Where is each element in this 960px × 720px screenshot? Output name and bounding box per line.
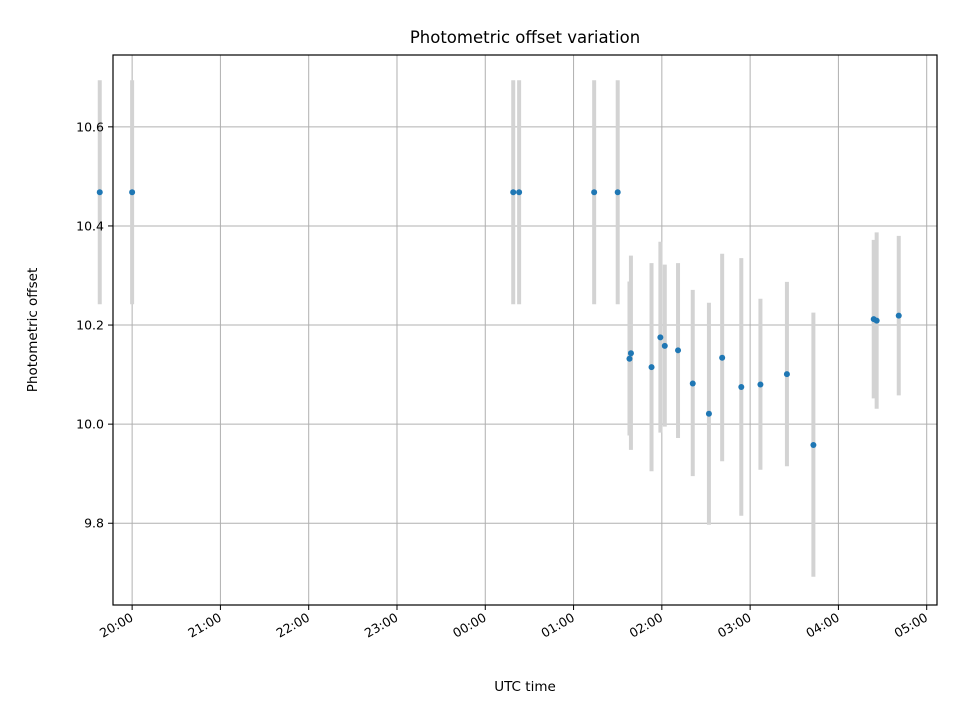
data-point — [96, 189, 103, 196]
data-point — [516, 189, 523, 196]
data-point — [705, 410, 712, 417]
y-axis-ticks: 9.8 10.0 10.2 10.4 10.6 — [76, 119, 113, 531]
data-point — [689, 380, 696, 387]
chart-title: Photometric offset variation — [410, 28, 640, 47]
y-tick-label: 10.2 — [76, 318, 104, 333]
data-point — [757, 381, 764, 388]
y-tick-label: 10.6 — [76, 119, 104, 134]
data-point — [657, 334, 664, 341]
y-tick-label: 10.0 — [76, 417, 104, 432]
data-point — [627, 350, 634, 357]
x-axis-label: UTC time — [494, 679, 556, 695]
plot-frame — [112, 54, 938, 606]
y-tick-label: 10.4 — [76, 218, 104, 233]
data-point — [783, 371, 790, 378]
data-point — [591, 189, 598, 196]
grid-lines — [113, 55, 937, 605]
data-points — [96, 189, 902, 448]
data-point — [626, 355, 633, 362]
data-point — [738, 383, 745, 390]
y-tick-label: 9.8 — [84, 516, 104, 531]
data-point — [614, 189, 621, 196]
data-point — [895, 312, 902, 319]
data-point — [810, 441, 817, 448]
y-axis-label: Photometric offset — [25, 268, 41, 392]
data-point — [661, 342, 668, 349]
data-point — [675, 347, 682, 354]
data-point — [719, 354, 726, 361]
data-point — [510, 189, 517, 196]
data-point — [648, 364, 655, 371]
data-point — [873, 317, 880, 324]
data-point — [129, 189, 136, 196]
